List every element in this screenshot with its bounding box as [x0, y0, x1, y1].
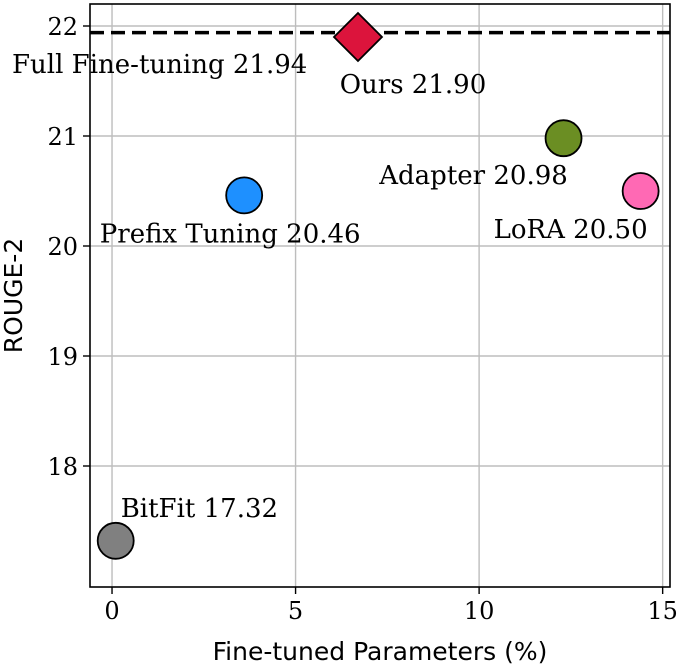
point-adapter — [544, 119, 583, 158]
y-tick-label: 20 — [47, 233, 78, 261]
x-tick-label: 5 — [288, 597, 303, 625]
point-prefix-tuning — [225, 176, 264, 215]
label-lora: LoRA 20.50 — [494, 215, 648, 245]
label-prefix-tuning: Prefix Tuning 20.46 — [100, 219, 361, 249]
y-ticks: 18 19 20 21 22 — [47, 13, 90, 481]
full-finetuning-label: Full Fine-tuning 21.94 — [12, 50, 307, 80]
x-tick-label: 0 — [104, 597, 119, 625]
label-adapter: Adapter 20.98 — [378, 161, 568, 191]
y-tick-label: 18 — [47, 453, 78, 481]
x-ticks: 0 5 10 15 — [104, 587, 678, 625]
x-axis-title: Fine-tuned Parameters (%) — [213, 637, 548, 666]
x-tick-label: 15 — [647, 597, 678, 625]
label-bitfit: BitFit 17.32 — [121, 494, 278, 524]
plot-frame — [89, 3, 671, 588]
point-ours — [332, 11, 384, 63]
grid — [90, 4, 670, 587]
y-tick-label: 21 — [47, 123, 78, 151]
y-tick-label: 22 — [47, 13, 78, 41]
x-tick-label: 10 — [464, 597, 495, 625]
point-lora — [621, 172, 660, 210]
y-tick-label: 19 — [47, 343, 78, 371]
y-axis-title: ROUGE-2 — [0, 238, 28, 353]
point-bitfit — [96, 521, 135, 560]
label-ours: Ours 21.90 — [340, 70, 487, 100]
data-points — [96, 11, 660, 560]
point-labels: Full Fine-tuning 21.94 Ours 21.90 Adapter … — [12, 50, 648, 524]
